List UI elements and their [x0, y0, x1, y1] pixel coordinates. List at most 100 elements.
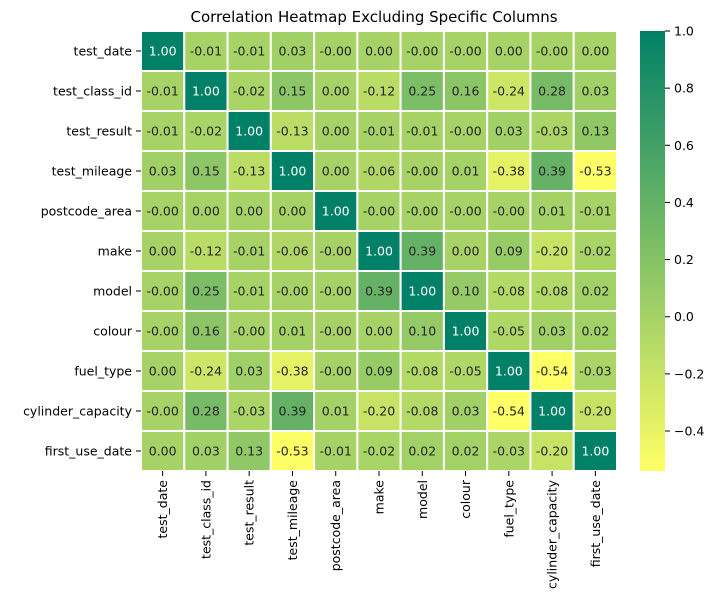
colorbar-ticks: 1.0 0.8 0.6 0.4 0.2 0.0 −0.2 −0.4 [665, 24, 704, 439]
cell-value-label: -0.20 [579, 404, 611, 419]
cell-value-label: -0.03 [579, 364, 611, 379]
colorbar [640, 31, 665, 471]
cell-value-label: -0.53 [579, 164, 611, 179]
cell-value-label: 0.01 [279, 324, 307, 339]
row-label: colour [93, 324, 133, 339]
cell-value-label: -0.00 [233, 324, 265, 339]
heatmap-cell [572, 350, 619, 392]
cell-value-label: -0.20 [363, 404, 395, 419]
row-label: test_date [74, 44, 133, 59]
cell-value-label: 0.00 [149, 444, 177, 459]
cell-value-label: -0.00 [320, 244, 352, 259]
column-label: test_result [242, 480, 257, 546]
cell-value-label: 0.02 [408, 444, 436, 459]
heatmap-cell [572, 310, 619, 352]
column-label: colour [458, 479, 473, 519]
cell-value-label: -0.00 [276, 284, 308, 299]
heatmap-cell [140, 230, 186, 272]
cell-value-label: -0.00 [320, 44, 352, 59]
cell-value-label: -0.00 [320, 324, 352, 339]
cell-value-label: -0.01 [233, 244, 265, 259]
heatmap-cell [183, 190, 229, 232]
cell-value-label: 1.00 [538, 404, 566, 419]
heatmap-cell [140, 310, 186, 352]
cell-value-label: -0.24 [493, 84, 525, 99]
row-label: test_result [66, 124, 132, 139]
heatmap-cell [356, 270, 402, 312]
heatmap-cell [529, 190, 575, 232]
cell-value-label: 0.28 [192, 404, 220, 419]
heatmap-cell [529, 30, 575, 72]
cell-value-label: 0.02 [581, 284, 609, 299]
cell-value-label: 1.00 [581, 444, 609, 459]
cell-value-label: 0.03 [192, 444, 220, 459]
cell-value-label: 0.00 [495, 44, 523, 59]
cell-value-label: 0.39 [279, 404, 307, 419]
cell-value-label: -0.03 [536, 124, 568, 139]
cell-value-label: -0.00 [493, 204, 525, 219]
heatmap-cell [140, 70, 186, 112]
heatmap-cell [572, 230, 619, 272]
colorbar-tick-label: 0.4 [674, 195, 694, 210]
colorbar-tick-label: 1.0 [674, 24, 694, 39]
heatmap-cell [226, 270, 272, 312]
cell-value-label: -0.08 [406, 404, 438, 419]
row-label: fuel_type [74, 364, 132, 379]
heatmap-cell [572, 270, 619, 312]
cell-value-label: 0.00 [452, 244, 480, 259]
heatmap-cell [140, 110, 186, 152]
cell-value-label: -0.00 [536, 44, 568, 59]
cell-value-label: 1.00 [235, 124, 263, 139]
heatmap-cell [442, 310, 489, 352]
heatmap-cell [486, 110, 532, 152]
cell-value-label: 0.25 [192, 284, 220, 299]
cell-value-label: -0.01 [579, 204, 611, 219]
heatmap-cell [313, 110, 359, 152]
heatmap-cell [140, 270, 186, 312]
heatmap-cell [442, 30, 489, 72]
cell-value-label: -0.00 [406, 164, 438, 179]
cell-value-label: -0.05 [493, 324, 525, 339]
column-label: fuel_type [501, 480, 516, 538]
cell-value-label: -0.53 [276, 444, 308, 459]
heatmap-cells: 1.00 -0.01 -0.01 0.03 -0.00 0.00 -0.00 -0.00 0.0… [140, 30, 619, 472]
heatmap-cell [313, 70, 359, 112]
cell-value-label: 0.09 [495, 244, 523, 259]
heatmap-cell [356, 230, 402, 272]
cell-value-label: 0.00 [365, 324, 393, 339]
cell-value-label: -0.00 [449, 124, 481, 139]
heatmap-cell [529, 350, 575, 392]
heatmap-cell [140, 190, 186, 232]
cell-value-label: -0.01 [233, 284, 265, 299]
cell-value-label: -0.01 [406, 124, 438, 139]
cell-value-label: -0.13 [233, 164, 265, 179]
heatmap-cell [269, 390, 316, 432]
heatmap-cell [313, 390, 359, 432]
cell-value-label: -0.38 [493, 164, 525, 179]
cell-value-label: -0.02 [233, 84, 265, 99]
heatmap-cell [572, 430, 619, 472]
cell-value-label: 0.16 [452, 84, 480, 99]
heatmap-cell [486, 70, 532, 112]
colorbar-tick-label: −0.2 [674, 366, 704, 381]
cell-value-label: -0.00 [146, 204, 178, 219]
cell-value-label: -0.02 [363, 444, 395, 459]
cell-value-label: 0.03 [495, 124, 523, 139]
cell-value-label: 0.39 [365, 284, 393, 299]
colorbar-tick-label: 0.2 [674, 252, 694, 267]
cell-value-label: -0.01 [146, 124, 178, 139]
cell-value-label: 1.00 [149, 44, 177, 59]
cell-value-label: 0.39 [408, 244, 436, 259]
column-label: test_date [155, 480, 170, 539]
heatmap-cell [269, 310, 316, 352]
row-label: test_mileage [52, 164, 133, 179]
cell-value-label: -0.38 [276, 364, 308, 379]
cell-value-label: -0.00 [449, 204, 481, 219]
heatmap-cell [442, 70, 489, 112]
cell-value-label: 0.13 [235, 444, 263, 459]
cell-value-label: -0.01 [320, 444, 352, 459]
cell-value-label: -0.06 [363, 164, 395, 179]
cell-value-label: 1.00 [322, 204, 350, 219]
cell-value-label: -0.06 [276, 244, 308, 259]
